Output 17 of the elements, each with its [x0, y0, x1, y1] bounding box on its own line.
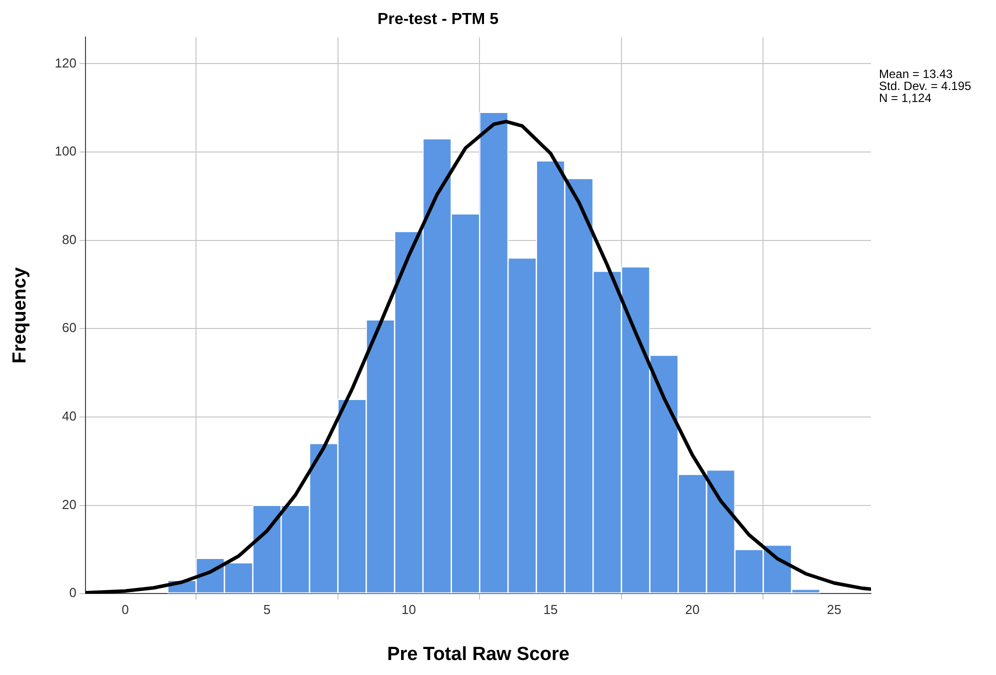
y-axis-title: Frequency — [10, 266, 31, 364]
y-tick-label: 40 — [62, 408, 76, 424]
y-tick-label: 120 — [54, 55, 76, 70]
chart-title: Pre-test - PTM 5 — [378, 11, 499, 28]
y-tick-label: 100 — [54, 144, 76, 159]
x-tick-label: 15 — [543, 602, 558, 617]
y-tick-label: 60 — [62, 320, 76, 336]
text: Mean = 13.43 Std. Dev. = 4.195 N = 1,124 — [879, 67, 972, 105]
x-tick-label: 10 — [402, 602, 416, 617]
x-tick-label: 25 — [826, 602, 842, 617]
x-tick-label: 20 — [685, 602, 700, 617]
x-tick-label: 5 — [263, 602, 271, 617]
y-tick-label: 80 — [62, 232, 76, 247]
x-tick-label: 0 — [122, 602, 129, 617]
y-tick-label: 0 — [69, 585, 76, 600]
y-tick-label: 20 — [62, 496, 76, 512]
x-axis-title: Pre Total Raw Score — [387, 644, 570, 665]
